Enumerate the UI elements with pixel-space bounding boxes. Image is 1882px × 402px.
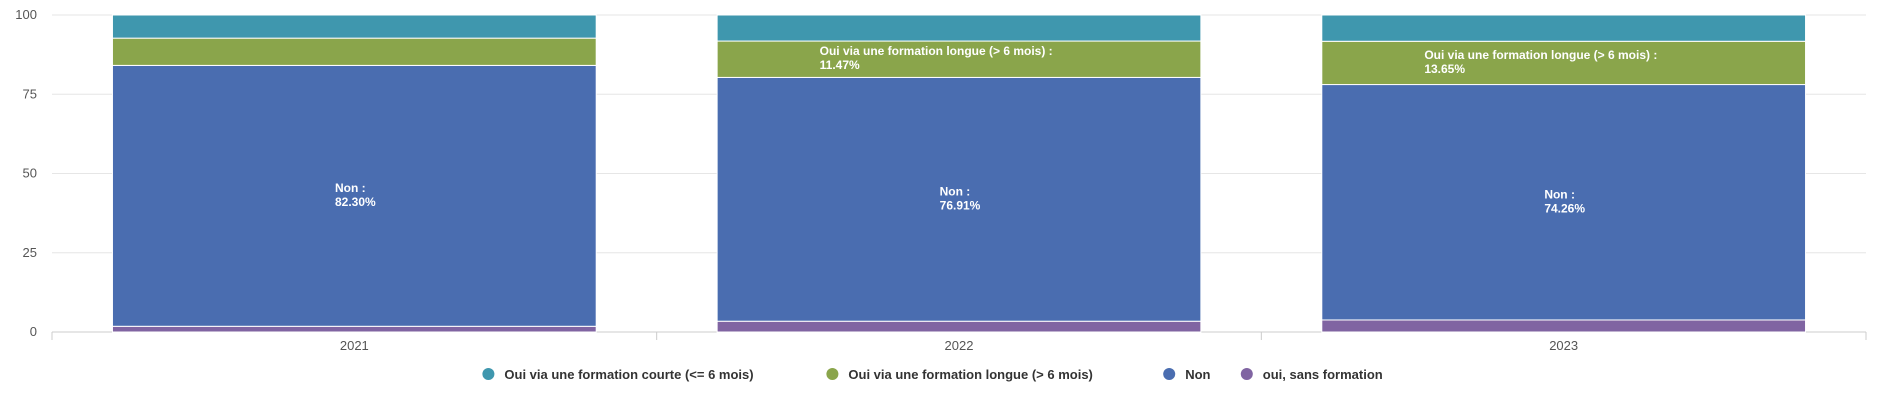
bar-segment[interactable] [111, 37, 597, 66]
data-label-name: Non : [1544, 187, 1575, 201]
data-label-value: 76.91% [940, 198, 981, 212]
data-label-name: Oui via une formation longue (> 6 mois) … [820, 44, 1053, 58]
legend-swatch-icon [1240, 368, 1253, 380]
x-category-label: 2022 [945, 338, 974, 353]
bar-segment[interactable] [111, 325, 597, 333]
bar-segment[interactable] [1321, 14, 1807, 42]
x-category-label: 2023 [1549, 338, 1578, 353]
axis-layer: 0 25 50 75 100 2021 2022 2023 [15, 7, 1867, 353]
data-label-value: 74.26% [1544, 201, 1585, 215]
data-label-value: 82.30% [335, 195, 376, 209]
y-tick-label: 0 [30, 324, 37, 339]
bar-segment[interactable] [1321, 319, 1807, 333]
data-label-value: 13.65% [1424, 62, 1465, 76]
label-layer: Non :82.30%Non :76.91%Oui via une format… [335, 44, 1657, 215]
legend-swatch-icon [1163, 368, 1176, 380]
y-tick-label: 25 [23, 245, 37, 260]
bar-segment[interactable] [716, 76, 1202, 322]
bar-layer [111, 14, 1807, 333]
legend-item[interactable]: Oui via une formation longue (> 6 mois) [826, 367, 1093, 382]
y-tick-label: 100 [15, 7, 37, 22]
legend-label: Oui via une formation courte (<= 6 mois) [504, 367, 753, 382]
bar-segment[interactable] [111, 64, 597, 327]
data-label-name: Non : [940, 184, 971, 198]
legend-swatch-icon [826, 368, 839, 380]
y-tick-label: 50 [23, 166, 37, 181]
legend: Oui via une formation courte (<= 6 mois)… [482, 367, 1383, 382]
data-label-name: Oui via une formation longue (> 6 mois) … [1424, 48, 1657, 62]
data-label-name: Non : [335, 181, 366, 195]
bar-segment[interactable] [1321, 84, 1807, 321]
legend-label: Non [1185, 367, 1210, 382]
legend-item[interactable]: Oui via une formation courte (<= 6 mois) [482, 367, 754, 382]
legend-swatch-icon [482, 368, 495, 380]
bar-segment[interactable] [716, 320, 1202, 333]
x-category-label: 2021 [340, 338, 369, 353]
legend-label: oui, sans formation [1263, 367, 1383, 382]
y-tick-label: 75 [23, 86, 37, 101]
data-label-value: 11.47% [820, 58, 860, 72]
legend-label: Oui via une formation longue (> 6 mois) [848, 367, 1093, 382]
legend-item[interactable]: Non [1163, 367, 1211, 382]
legend-item[interactable]: oui, sans formation [1240, 367, 1383, 382]
bar-segment[interactable] [716, 14, 1202, 42]
bar-segment[interactable] [111, 14, 597, 39]
